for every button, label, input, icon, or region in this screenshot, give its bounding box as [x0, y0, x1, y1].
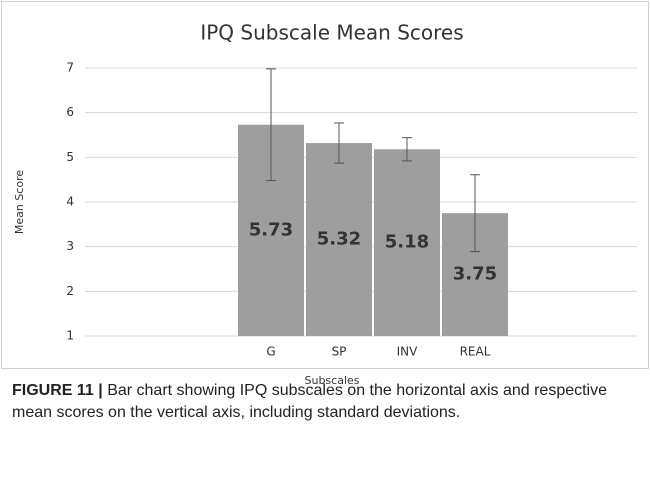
chart-title: IPQ Subscale Mean Scores — [200, 21, 463, 45]
y-axis-label: Mean Score — [13, 170, 26, 235]
error-bar — [470, 174, 480, 253]
y-tick-label: 3 — [66, 239, 74, 253]
chart-border — [1, 1, 649, 369]
caption-label: FIGURE 11 | — [12, 382, 103, 399]
x-tick-label: SP — [332, 345, 347, 359]
x-tick-label: G — [266, 345, 275, 359]
y-tick-label: 1 — [66, 329, 74, 343]
error-bar — [266, 68, 276, 182]
error-bar — [402, 137, 412, 162]
bar — [306, 143, 372, 336]
error-bar — [334, 122, 344, 164]
x-tick-label: INV — [397, 345, 419, 359]
y-tick-label: 2 — [66, 284, 74, 298]
data-label: 5.18 — [385, 232, 429, 253]
y-tick-label: 5 — [66, 150, 74, 164]
y-tick-label: 6 — [66, 105, 74, 119]
caption-text: Bar chart showing IPQ subscales on the h… — [12, 382, 608, 421]
caption: FIGURE 11 | Bar chart showing IPQ subsca… — [12, 380, 632, 424]
x-tick-label: REAL — [460, 345, 491, 359]
bar — [374, 149, 440, 336]
x-axis-label: Subscales — [304, 374, 359, 387]
data-label: 3.75 — [453, 264, 497, 285]
data-label: 5.32 — [317, 229, 361, 250]
y-tick-label: 4 — [66, 195, 74, 209]
y-tick-label: 7 — [66, 61, 74, 75]
data-label: 5.73 — [249, 219, 293, 240]
